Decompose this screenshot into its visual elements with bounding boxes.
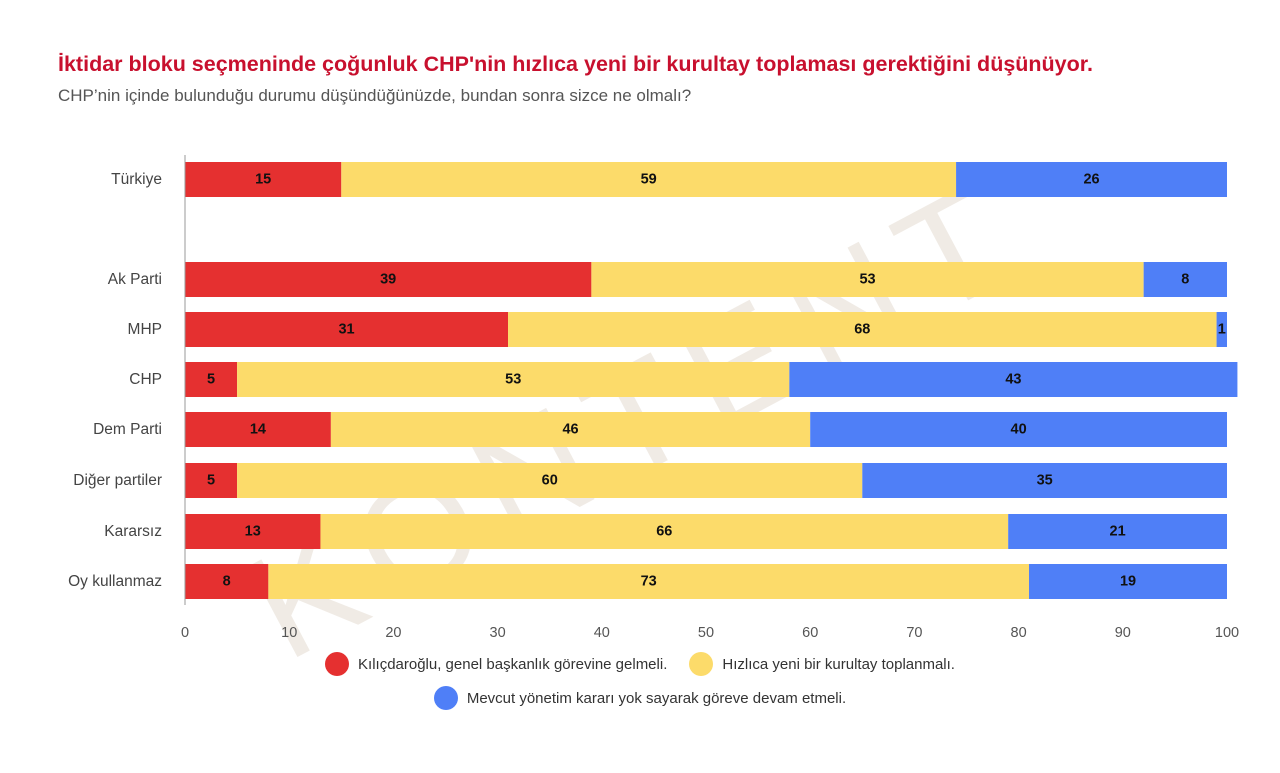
data-label: 39: [380, 272, 396, 288]
bar-segment: [1029, 564, 1227, 599]
x-tick-label: 40: [594, 625, 610, 641]
category-label: CHP: [129, 371, 162, 388]
legend-item: Mevcut yönetim kararı yok sayarak göreve…: [433, 686, 847, 710]
legend-row: Kılıçdaroğlu, genel başkanlık görevine g…: [325, 652, 955, 676]
data-label: 8: [223, 574, 231, 590]
bar-segment: [341, 162, 957, 197]
bar-segment: [320, 514, 1009, 549]
data-label: 59: [641, 172, 657, 188]
bar-segment: [268, 564, 1030, 599]
bar-segment: [956, 162, 1227, 197]
legend-label: Mevcut yönetim kararı yok sayarak göreve…: [466, 689, 847, 707]
chart-subtitle: CHP’nin içinde bulunduğu durumu düşündüğ…: [58, 86, 692, 105]
x-tick-label: 80: [1011, 625, 1027, 641]
data-label: 46: [562, 422, 578, 438]
bar-segment: [591, 262, 1144, 297]
bar-segment: [185, 412, 331, 447]
legend-swatch: [325, 652, 350, 676]
data-label: 60: [542, 473, 558, 489]
data-label: 8: [1181, 272, 1189, 288]
bar-segment: [185, 514, 321, 549]
x-tick-label: 100: [1215, 625, 1239, 641]
data-label: 53: [505, 372, 521, 388]
data-label: 73: [641, 574, 657, 590]
legend-label: Kılıçdaroğlu, genel başkanlık görevine g…: [358, 655, 668, 673]
bar-segment: [789, 362, 1238, 397]
category-label: Diğer partiler: [73, 472, 162, 489]
x-tick-label: 70: [906, 625, 922, 641]
bar-segment: [237, 463, 863, 498]
category-labels: Türkiye Ak Parti MHP CHP Dem Parti Diğer part…: [68, 171, 162, 590]
bar-segment: [1143, 262, 1227, 297]
data-label: 15: [255, 172, 271, 188]
data-label: 43: [1005, 372, 1021, 388]
x-tick-label: 30: [490, 625, 506, 641]
data-label: 13: [245, 524, 261, 540]
category-label: Türkiye: [111, 171, 162, 188]
data-label: 19: [1120, 574, 1136, 590]
bar-segment: [862, 463, 1227, 498]
data-label: 35: [1037, 473, 1053, 489]
data-label: 53: [859, 272, 875, 288]
bar-segment: [185, 312, 509, 347]
data-label: 26: [1083, 172, 1099, 188]
x-tick-label: 0: [181, 625, 189, 641]
bar-segment: [185, 262, 592, 297]
x-tick-label: 60: [802, 625, 818, 641]
data-label: 40: [1011, 422, 1027, 438]
bar-segment: [508, 312, 1217, 347]
data-label: 14: [250, 422, 266, 438]
data-label: 5: [207, 473, 215, 489]
data-label: 66: [656, 524, 672, 540]
category-label: Kararsız: [104, 523, 162, 540]
bar-segment: [185, 162, 342, 197]
x-tick-label: 90: [1115, 625, 1131, 641]
x-tick-label: 50: [698, 625, 714, 641]
data-label: 31: [338, 322, 354, 338]
bar-segment: [330, 412, 811, 447]
bar-segment: [237, 362, 790, 397]
data-label: 21: [1110, 524, 1126, 540]
data-label: 5: [207, 372, 215, 388]
legend-row: Mevcut yönetim kararı yok sayarak göreve…: [433, 686, 847, 710]
legend-item: Kılıçdaroğlu, genel başkanlık görevine g…: [325, 652, 667, 676]
data-label: 68: [854, 322, 870, 338]
category-label: Ak Parti: [108, 271, 162, 288]
bar-segment: [185, 362, 238, 397]
bar-segment: [1216, 312, 1227, 347]
x-tick-label: 20: [385, 625, 401, 641]
bar-segment: [185, 564, 269, 599]
category-label: Oy kullanmaz: [68, 573, 162, 590]
x-axis: 0 10 20 30 40 50 60 70 80 90 100: [181, 155, 1239, 641]
chart-title: İktidar bloku seçmeninde çoğunluk CHP'ni…: [58, 52, 1093, 76]
legend-label: Hızlıca yeni bir kurultay toplanmalı.: [722, 655, 955, 673]
legend-item: Hızlıca yeni bir kurultay toplanmalı.: [689, 652, 955, 676]
category-label: MHP: [128, 321, 162, 338]
legend-swatch: [689, 652, 714, 676]
category-label: Dem Parti: [93, 421, 162, 438]
legend: Kılıçdaroğlu, genel başkanlık görevine g…: [0, 652, 1280, 710]
bar-segment: [185, 463, 238, 498]
legend-swatch: [433, 686, 458, 710]
bar-segment: [1008, 514, 1227, 549]
bar-segment: [810, 412, 1227, 447]
x-tick-label: 10: [281, 625, 297, 641]
data-label: 1: [1218, 322, 1226, 338]
